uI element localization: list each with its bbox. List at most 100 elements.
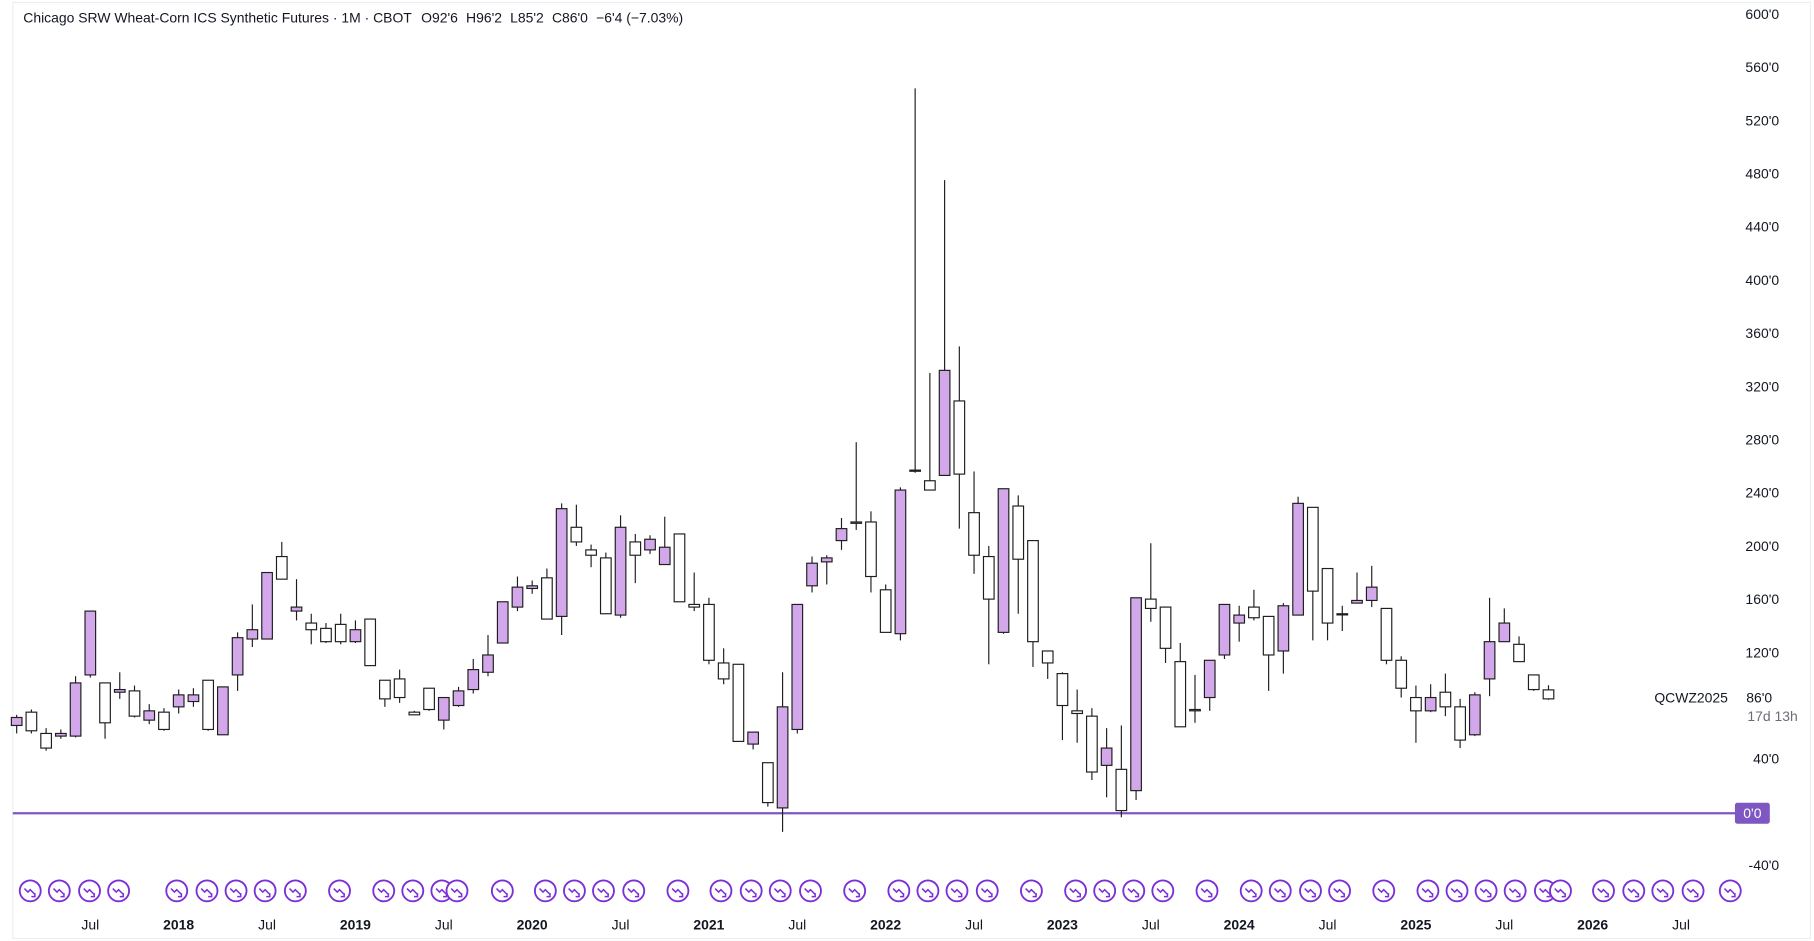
event-arrow [1554, 887, 1566, 898]
candle-body [850, 521, 863, 524]
event-arrow [1686, 887, 1699, 898]
x-tick-label: 2023 [1047, 916, 1078, 932]
candle-body [54, 732, 67, 737]
event-markers [18, 879, 1742, 903]
candle-body [629, 541, 642, 556]
candle-body [806, 562, 818, 587]
event-arrow [377, 887, 390, 898]
candle-body [1336, 613, 1349, 616]
y-tick-label: 360'0 [1745, 325, 1779, 341]
x-tick-label: 2024 [1224, 916, 1255, 932]
y-tick-label: -40'0 [1749, 857, 1780, 873]
candle-body [1542, 689, 1555, 700]
candle-body [894, 489, 907, 635]
candle-body [1144, 598, 1157, 610]
candle-body [99, 682, 111, 724]
event-marker [1122, 879, 1146, 903]
y-tick-label: 240'0 [1745, 485, 1779, 501]
event-marker [165, 879, 189, 903]
event-marker [283, 879, 307, 903]
candle-body [1233, 614, 1246, 624]
event-marker [768, 879, 792, 903]
event-arrow [1025, 887, 1037, 898]
event-arrow [773, 887, 786, 898]
event-arrow [52, 887, 65, 898]
event-marker [1622, 879, 1646, 903]
candle-body [1115, 768, 1128, 812]
y-tick-label: 320'0 [1745, 378, 1779, 394]
candle-body [1483, 641, 1496, 680]
event-marker [328, 879, 351, 903]
ohlc-value: C86'0 [552, 9, 588, 25]
event-marker [945, 879, 969, 903]
event-arrow [804, 887, 816, 898]
event-arrow [229, 887, 242, 898]
event-arrow [1304, 887, 1316, 898]
event-arrow [597, 887, 609, 898]
candle-body [408, 711, 421, 716]
event-marker [1592, 879, 1615, 903]
candle-body [113, 688, 126, 693]
event-marker [666, 879, 690, 903]
candle-body [69, 682, 82, 737]
candle-body [1100, 747, 1113, 766]
candle-body [10, 716, 23, 727]
candle-body [570, 526, 583, 543]
event-arrow [1069, 887, 1082, 898]
candle-body [599, 557, 612, 615]
candle-body [555, 508, 568, 617]
hline-label-box [1734, 802, 1770, 824]
event-arrow [671, 887, 684, 898]
event-marker [533, 879, 557, 903]
candle-body [673, 533, 686, 603]
event-marker [1195, 879, 1219, 903]
candle-body [879, 589, 892, 633]
x-tick-label: Jul [1495, 916, 1513, 932]
event-marker [592, 879, 615, 903]
event-arrow [1656, 887, 1669, 898]
candle-body [1380, 607, 1393, 661]
candle-body [143, 710, 156, 721]
x-tick-label: 2025 [1400, 916, 1431, 932]
event-arrow [406, 887, 419, 898]
candle-body [820, 557, 833, 563]
candle-body [349, 629, 362, 643]
candle-body [423, 687, 435, 711]
candle-body [1498, 622, 1511, 643]
candle-body [1277, 605, 1290, 652]
candle-body [25, 711, 38, 732]
event-marker [887, 879, 911, 903]
candle-body [172, 694, 185, 708]
y-tick-label: 400'0 [1745, 272, 1779, 288]
event-arrow [1156, 887, 1169, 898]
candle-body [364, 618, 377, 667]
candle-body [187, 694, 200, 703]
event-marker [916, 879, 940, 903]
candle-body [585, 549, 597, 556]
candle-body [1365, 586, 1378, 602]
x-tick-label: 2021 [693, 916, 724, 932]
y-tick-label: 160'0 [1745, 591, 1779, 607]
event-arrow [1479, 887, 1492, 898]
event-arrow [200, 887, 213, 898]
ohlc-value: −6'4 (−7.03%) [596, 9, 683, 25]
event-arrow [568, 887, 580, 898]
candle-body [747, 731, 760, 745]
event-arrow [1450, 887, 1463, 898]
event-marker [1020, 879, 1043, 903]
event-arrow [1098, 887, 1111, 898]
candle-body [1468, 694, 1481, 736]
event-marker [78, 879, 101, 903]
event-marker [18, 879, 42, 903]
x-tick-label: 2019 [340, 916, 371, 932]
event-marker [1651, 879, 1675, 903]
event-marker [107, 879, 131, 903]
event-marker [1093, 879, 1117, 903]
candle-body [231, 637, 244, 676]
candle-body [1071, 710, 1084, 715]
event-marker [799, 879, 822, 903]
event-arrow [627, 887, 640, 898]
candle-body [202, 679, 215, 731]
event-arrow [1627, 887, 1640, 898]
event-arrow [23, 887, 36, 898]
